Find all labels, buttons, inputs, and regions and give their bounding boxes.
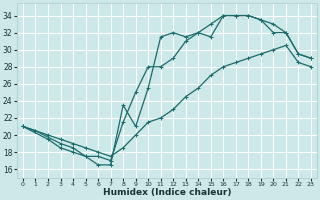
X-axis label: Humidex (Indice chaleur): Humidex (Indice chaleur)	[103, 188, 231, 197]
